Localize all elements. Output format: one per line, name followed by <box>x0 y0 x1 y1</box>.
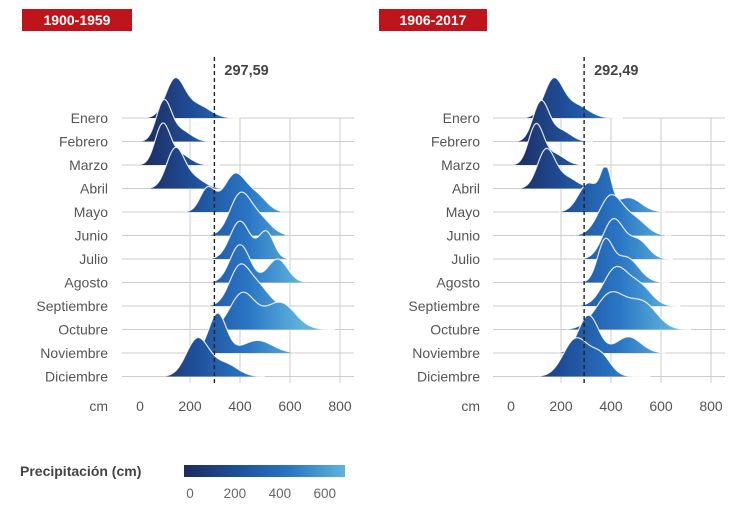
ridge-mayo <box>185 172 280 212</box>
ridge-mayo <box>558 167 666 212</box>
ridge-junio <box>208 192 285 236</box>
ridge-septiembre <box>208 263 280 306</box>
x-tick-label: 800 <box>328 398 352 414</box>
month-label: Enero <box>443 110 481 126</box>
ridge-outline <box>184 172 281 213</box>
period-badge-right: 1906-2017 <box>379 9 487 31</box>
ridge-octubre <box>566 291 691 330</box>
ridge-octubre <box>205 292 335 330</box>
month-label: Mayo <box>74 204 108 220</box>
ridge-outline <box>208 263 280 307</box>
x-tick-label: 200 <box>178 398 202 414</box>
ridge-outline <box>208 191 285 236</box>
month-label: Febrero <box>431 134 480 150</box>
month-label: Noviembre <box>412 345 480 361</box>
ridge-outline <box>558 166 666 213</box>
legend-tick-label: 0 <box>186 486 194 501</box>
ridge-enero <box>525 77 624 118</box>
ridge-abril <box>148 147 223 189</box>
ridge-outline <box>574 193 671 236</box>
month-label: Septiembre <box>408 298 480 314</box>
x-tick-label: 400 <box>228 398 252 414</box>
ridge-marzo <box>140 122 220 165</box>
ridge-outline <box>582 237 671 284</box>
axis-unit-label: cm <box>89 398 108 414</box>
month-label: Noviembre <box>40 345 108 361</box>
month-label: Enero <box>71 110 109 126</box>
ridge-outline <box>578 265 681 307</box>
x-tick-label: 200 <box>549 398 573 414</box>
month-label: Diciembre <box>45 369 108 385</box>
month-label: Julio <box>451 251 480 267</box>
legend-tick-label: 200 <box>223 486 247 501</box>
month-label: Junio <box>447 228 481 244</box>
ridgeline-panel-1: Enero Febrero Marzo Abril Mayo Junio Julio Agos… <box>36 57 354 414</box>
x-tick-label: 800 <box>699 398 723 414</box>
ridge-julio <box>210 221 290 259</box>
ridge-marzo <box>513 123 596 165</box>
month-label: Octubre <box>58 322 108 338</box>
x-tick-label: 400 <box>599 398 623 414</box>
ridge-noviembre <box>191 313 290 353</box>
axis-unit-label: cm <box>461 398 480 414</box>
legend-title: Precipitación (cm) <box>20 463 142 479</box>
x-tick-label: 0 <box>136 398 144 414</box>
ridge-outline <box>516 99 593 142</box>
month-label: Julio <box>79 251 108 267</box>
ridge-agosto <box>582 238 671 283</box>
month-label: Mayo <box>446 204 480 220</box>
ridge-outline <box>204 291 335 331</box>
month-label: Abril <box>452 181 480 197</box>
ridge-outline <box>191 312 290 354</box>
x-tick-label: 600 <box>278 398 302 414</box>
month-label: Junio <box>75 228 109 244</box>
ridgeline-panel-2: Enero Febrero Marzo Abril Mayo Junio Julio Agos… <box>408 57 725 414</box>
period-badge-left: 1900-1959 <box>22 9 132 31</box>
reference-value-label: 297,59 <box>224 63 268 79</box>
month-label: Febrero <box>59 134 108 150</box>
ridge-outline <box>163 336 265 377</box>
ridge-junio <box>575 194 671 236</box>
ridge-outline <box>209 244 306 283</box>
month-label: Diciembre <box>417 369 480 385</box>
legend-tick-label: 400 <box>268 486 292 501</box>
legend-color-bar <box>184 465 345 477</box>
ridge-diciembre <box>163 337 265 377</box>
ridge-outline <box>581 217 674 260</box>
reference-value-label: 292,49 <box>594 63 638 79</box>
ridge-outline <box>148 146 222 189</box>
x-tick-label: 0 <box>507 398 515 414</box>
month-label: Abril <box>80 181 108 197</box>
ridge-outline <box>209 220 291 260</box>
month-label: Agosto <box>436 275 480 291</box>
month-label: Agosto <box>64 275 108 291</box>
x-tick-label: 600 <box>649 398 673 414</box>
month-label: Marzo <box>441 157 480 173</box>
legend-tick-label: 600 <box>313 486 337 501</box>
ridge-outline <box>558 314 666 354</box>
month-label: Octubre <box>430 322 480 338</box>
ridge-outline <box>538 337 651 378</box>
ridge-diciembre <box>538 337 651 377</box>
month-label: Septiembre <box>36 298 108 314</box>
ridge-outline <box>141 98 220 143</box>
ridge-outline <box>513 122 596 166</box>
month-label: Marzo <box>69 157 108 173</box>
